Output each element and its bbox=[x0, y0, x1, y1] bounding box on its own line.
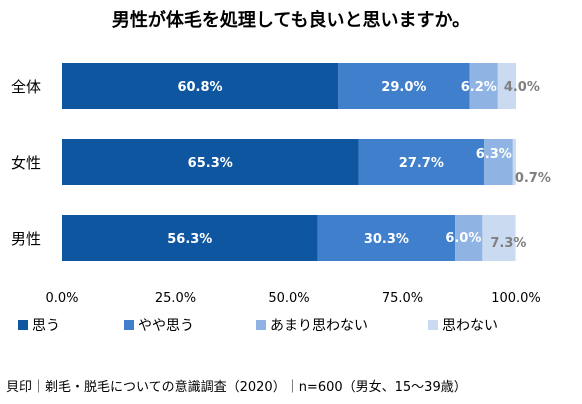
bar-segment bbox=[62, 63, 339, 109]
data-label: 4.0% bbox=[504, 80, 540, 95]
data-label: 60.8% bbox=[177, 80, 222, 95]
bar-segment bbox=[358, 139, 485, 185]
data-label: 0.7% bbox=[515, 171, 551, 186]
bar-segment bbox=[482, 215, 516, 261]
bar-segment bbox=[317, 215, 456, 261]
chart-title: 男性が体毛を処理しても良いと思いますか。 bbox=[112, 9, 470, 31]
data-label: 6.2% bbox=[461, 80, 497, 95]
category-label: 女性 bbox=[11, 154, 41, 172]
x-tick-label: 0.0% bbox=[45, 291, 78, 306]
bar-segment bbox=[484, 139, 513, 185]
x-tick-label: 100.0% bbox=[491, 291, 541, 306]
bar-segment bbox=[469, 63, 498, 109]
x-tick-label: 75.0% bbox=[382, 291, 423, 306]
legend-label: 思う bbox=[32, 318, 60, 334]
bar-segment bbox=[62, 139, 359, 185]
bar-segment bbox=[455, 215, 483, 261]
data-label: 6.3% bbox=[476, 147, 512, 162]
legend-swatch bbox=[428, 320, 438, 330]
legend-label: やや思う bbox=[138, 318, 194, 334]
legend-swatch bbox=[124, 320, 134, 330]
bar-segment bbox=[62, 215, 318, 261]
data-label: 29.0% bbox=[381, 80, 426, 95]
legend-label: 思わない bbox=[442, 318, 498, 334]
legend-label: あまり思わない bbox=[270, 318, 368, 334]
data-label: 30.3% bbox=[364, 232, 409, 247]
x-tick-label: 25.0% bbox=[155, 291, 196, 306]
legend-swatch bbox=[18, 320, 28, 330]
category-label: 全体 bbox=[11, 78, 41, 96]
data-label: 6.0% bbox=[445, 231, 481, 246]
legend-swatch bbox=[256, 320, 266, 330]
source-footnote: 貝印｜剃毛・脱毛についての意識調査（2020）｜n=600（男女、15〜39歳） bbox=[6, 380, 467, 395]
x-tick-label: 50.0% bbox=[268, 291, 309, 306]
bar-segment bbox=[338, 63, 470, 109]
bar-segment bbox=[497, 63, 516, 109]
data-label: 65.3% bbox=[188, 156, 233, 171]
category-label: 男性 bbox=[11, 230, 41, 248]
bar-segment bbox=[512, 139, 516, 185]
data-label: 27.7% bbox=[399, 156, 444, 171]
data-label: 7.3% bbox=[490, 236, 526, 251]
data-label: 56.3% bbox=[167, 232, 212, 247]
